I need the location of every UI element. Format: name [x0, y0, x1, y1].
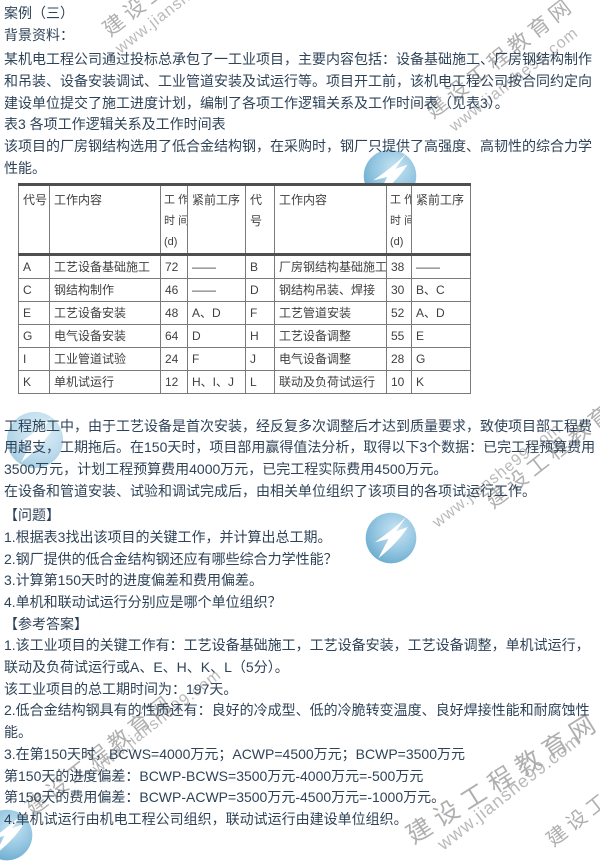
table-cell: 钢结构制作	[49, 277, 161, 302]
table-cell: F	[187, 346, 246, 371]
background-paragraph-line: 和吊装、设备安装调试、工业管道安装及试运行等。项目开工前，该机电工程公司按合同约…	[4, 73, 592, 90]
table-cell: 单机试运行	[49, 369, 161, 394]
document-body: 案例（三） 背景资料： 某机电工程公司通过投标总承包了一工业项目，主要内容包括：…	[4, 5, 596, 827]
table-header-cell: 代号	[18, 183, 50, 256]
case-title: 案例（三）	[4, 5, 74, 21]
table-cell: 工艺设备调整	[274, 323, 387, 348]
table-row: E 工艺设备安装 48 A、D F 工艺管道安装 52 A、D	[18, 300, 471, 325]
table-cell: 厂房钢结构基础施工	[274, 253, 387, 279]
questions-heading: 【问题】	[4, 507, 60, 524]
question-line: 1.根据表3找出该项目的关键工作，并计算出总工期。	[4, 528, 332, 545]
table-cell: H、I、J	[187, 369, 246, 394]
table-row: I 工业管道试验 24 F J 电气设备调整 28 G	[18, 346, 471, 371]
table-caption: 表3 各项工作逻辑关系及工作时间表	[4, 116, 226, 133]
table-cell: 64	[160, 323, 188, 348]
table-cell: L	[245, 369, 275, 394]
table-header-cell: 工 作 时 间 (d)	[386, 183, 412, 256]
background-paragraph-line: 建设单位提交了施工进度计划，编制了各项工作逻辑关系及工作时间表（见表3）。	[4, 94, 509, 111]
work-logic-duration-table: 代号 工作内容 工 作 时 间 (d) 紧前工序 代号 工作内容 工 作 时 间…	[18, 182, 471, 394]
table-cell: F	[245, 300, 275, 325]
table-cell: D	[245, 277, 275, 302]
table-cell: H	[245, 323, 275, 348]
table-cell: B	[245, 253, 275, 279]
table-cell: 48	[160, 300, 188, 325]
table-cell: 钢结构吊装、焊接	[274, 277, 387, 302]
background-paragraph-line: 某机电工程公司通过投标总承包了一工业项目，主要内容包括：设备基础施工、厂房钢结构…	[4, 51, 592, 68]
table-cell: A、D	[411, 300, 471, 325]
table-cell: G	[18, 323, 50, 348]
question-line: 2.钢厂提供的低合金结构钢还应有哪些综合力学性能？	[4, 550, 338, 567]
table-cell: 工艺管道安装	[274, 300, 387, 325]
table-cell: 电气设备安装	[49, 323, 161, 348]
table-header-cell: 紧前工序	[411, 183, 471, 256]
table-cell: G	[411, 346, 471, 371]
table-cell: 工艺设备基础施工	[49, 253, 161, 279]
answer-line: 联动及负荷试运行或A、E、H、K、L（5分）。	[4, 659, 289, 676]
table-cell: 72	[160, 253, 188, 279]
table-cell: 28	[386, 346, 412, 371]
table-cell: J	[245, 346, 275, 371]
table-header-cell: 工 作 时 间 (d)	[160, 183, 188, 256]
table-header-cell: 紧前工序	[187, 183, 246, 256]
table-cell: 30	[386, 277, 412, 302]
table-row: K 单机试运行 12 H、I、J L 联动及负荷试运行 10 K	[18, 369, 471, 394]
table-cell: 38	[386, 253, 412, 279]
answer-line: 2.低合金结构钢具有的性质还有：良好的冷成型、低的冷脆转变温度、良好焊接性能和耐…	[4, 702, 590, 719]
answers-heading: 【参考答案】	[4, 615, 88, 632]
question-line: 3.计算第150天时的进度偏差和费用偏差。	[4, 572, 264, 589]
table-cell: C	[18, 277, 50, 302]
table-cell: ——	[187, 253, 246, 279]
table-header-cell: 代号	[245, 183, 275, 256]
answer-line: 第150天的费用偏差：BCWP-ACWP=3500万元-4500万元=-1000…	[4, 789, 446, 806]
table-cell: 52	[386, 300, 412, 325]
evm-paragraph-line: 工程施工中，由于工艺设备是首次安装，经反复多次调整后才达到质量要求，致使项目部工…	[4, 417, 592, 434]
table-cell: A	[18, 253, 50, 279]
table-cell: 24	[160, 346, 188, 371]
table-cell: ——	[187, 277, 246, 302]
answer-line: 3.在第150天时，BCWS=4000万元；ACWP=4500万元；BCWP=3…	[4, 745, 465, 762]
evm-paragraph-line: 3500万元，计划工程预算费用4000万元，已完工程实际费用4500万元。	[4, 460, 448, 477]
evm-paragraph-line: 用超支，工期拖后。在150天时，项目部用赢得值法分析，取得以下3个数据：已完工程…	[4, 439, 596, 456]
table-cell: E	[411, 323, 471, 348]
table-cell: K	[411, 369, 471, 394]
table-header-cell: 工作内容	[274, 183, 387, 256]
table-cell: 工业管道试验	[49, 346, 161, 371]
answer-line: 该工业项目的总工期时间为：197天。	[4, 680, 238, 697]
table-row: A 工艺设备基础施工 72 —— B 厂房钢结构基础施工 38 ——	[18, 253, 471, 279]
table-row: G 电气设备安装 64 D H 工艺设备调整 55 E	[18, 323, 471, 348]
table-cell: I	[18, 346, 50, 371]
table-header-row: 代号 工作内容 工 作 时 间 (d) 紧前工序 代号 工作内容 工 作 时 间…	[18, 183, 471, 256]
answer-line: 4.单机试运行由机电工程公司组织，联动试运行由建设单位组织。	[4, 810, 408, 827]
table-cell: K	[18, 369, 50, 394]
table-cell: 工艺设备安装	[49, 300, 161, 325]
table-cell: B、C	[411, 277, 471, 302]
trial-run-paragraph-line: 在设备和管道安装、试验和调试完成后，由相关单位组织了该项目的各项试运行工作。	[4, 482, 536, 499]
table-cell: 10	[386, 369, 412, 394]
steel-paragraph-line: 该项目的厂房钢结构选用了低合金结构钢，在采购时，钢厂只提供了高强度、高韧性的综合…	[4, 138, 592, 155]
answer-line: 1.该工业项目的关键工作有：工艺设备基础施工，工艺设备安装，工艺设备调整，单机试…	[4, 637, 590, 654]
answer-line: 能。	[4, 724, 32, 741]
table-cell: 联动及负荷试运行	[274, 369, 387, 394]
answer-line: 第150天的进度偏差：BCWP-BCWS=3500万元-4000万元=-500万…	[4, 767, 424, 784]
background-heading: 背景资料：	[4, 26, 74, 43]
table-cell: 12	[160, 369, 188, 394]
table-cell: D	[187, 323, 246, 348]
table-cell: E	[18, 300, 50, 325]
table-cell: 55	[386, 323, 412, 348]
table-cell: A、D	[187, 300, 246, 325]
steel-paragraph-line: 性能。	[4, 159, 46, 176]
table-header-cell: 工作内容	[49, 183, 161, 256]
table-cell: 46	[160, 277, 188, 302]
table-cell: 电气设备调整	[274, 346, 387, 371]
question-line: 4.单机和联动试运行分别应是哪个单位组织？	[4, 594, 282, 610]
table-row: C 钢结构制作 46 —— D 钢结构吊装、焊接 30 B、C	[18, 277, 471, 302]
table-cell: ——	[411, 253, 471, 279]
